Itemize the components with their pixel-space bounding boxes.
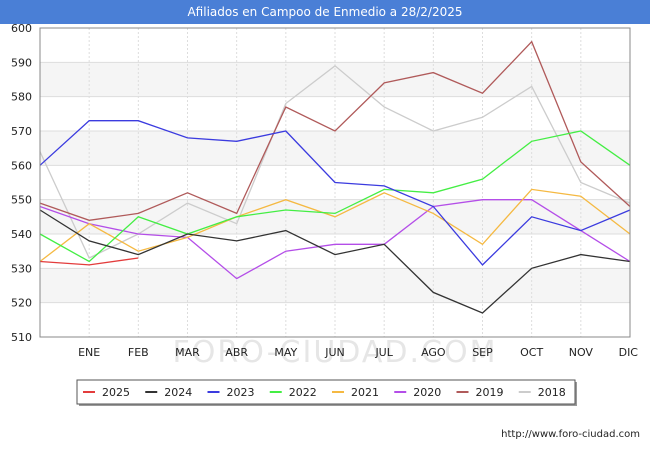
y-tick-label: 590 [11, 56, 32, 69]
series-line-2019 [39, 40, 631, 221]
x-tick-label: OCT [520, 346, 543, 359]
x-axis-ticks: ENE FEB MAR ABR MAY JUN JUL AGO SEP OCT NOV DIC [78, 346, 638, 359]
series-line-2023 [39, 120, 631, 266]
y-tick-label: 580 [11, 91, 32, 104]
x-tick-label: MAY [274, 346, 297, 359]
series-line-2020 [39, 199, 631, 280]
y-tick-label: 540 [11, 228, 32, 241]
axes [39, 27, 631, 338]
legend-label-2023: 2023 [227, 386, 255, 399]
legend-label-2021: 2021 [351, 386, 379, 399]
x-tick-label: JUN [324, 346, 345, 359]
x-tick-label: ENE [78, 346, 100, 359]
x-tick-label: DIC [619, 346, 639, 359]
series-line-2021 [39, 188, 631, 263]
x-tick-label: SEP [472, 346, 493, 359]
y-tick-label: 570 [11, 125, 32, 138]
legend-label-2025: 2025 [102, 386, 130, 399]
series-line-2024 [39, 209, 631, 314]
x-tick-label: AGO [421, 346, 446, 359]
legend-label-2022: 2022 [289, 386, 317, 399]
chart-title: Afiliados en Campoo de Enmedio a 28/2/20… [0, 0, 650, 24]
series-line-2025 [39, 257, 139, 266]
y-tick-label: 510 [11, 331, 32, 344]
y-tick-label: 530 [11, 262, 32, 275]
x-tick-label: FEB [128, 346, 149, 359]
x-tick-label: MAR [175, 346, 200, 359]
legend-label-2019: 2019 [476, 386, 504, 399]
x-tick-label: ABR [225, 346, 248, 359]
watermark-text: FORO-CIUDAD.COM [173, 335, 498, 370]
x-tick-label: JUL [374, 346, 393, 359]
y-tick-label: 600 [11, 22, 32, 35]
source-url: http://www.foro-ciudad.com [501, 429, 640, 440]
x-tick-label: NOV [569, 346, 594, 359]
series-line-2022 [39, 130, 631, 263]
legend: 2025 2024 2023 2022 2021 2020 2019 2018 [76, 379, 577, 406]
y-tick-label: 560 [11, 159, 32, 172]
y-tick-label: 520 [11, 297, 32, 310]
legend-label-2024: 2024 [164, 386, 192, 399]
y-axis-ticks: 510 520 530 540 550 560 570 580 590 600 [11, 22, 32, 344]
legend-label-2020: 2020 [413, 386, 441, 399]
plot-frame [39, 27, 631, 338]
legend-box [76, 379, 576, 405]
plot-band [40, 62, 630, 97]
series-lines [39, 40, 631, 314]
legend-label-2018: 2018 [538, 386, 566, 399]
y-tick-label: 550 [11, 194, 32, 207]
